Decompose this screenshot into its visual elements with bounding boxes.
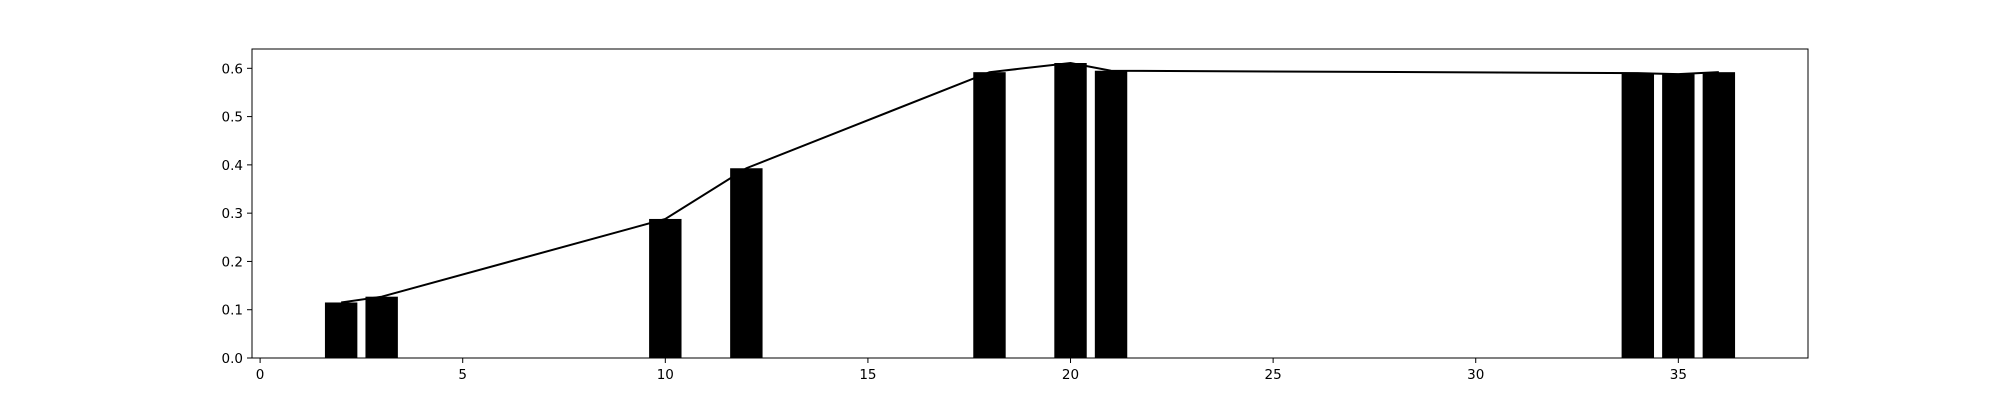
bar xyxy=(1054,63,1087,359)
y-tick-label: 0.2 xyxy=(222,254,243,270)
x-tick-label: 0 xyxy=(256,367,265,383)
y-tick-label: 0.3 xyxy=(222,206,243,222)
y-tick-label: 0.4 xyxy=(222,158,243,174)
bar xyxy=(324,302,358,358)
bar xyxy=(730,168,763,358)
x-tick-label: 30 xyxy=(1467,367,1484,383)
y-tick-label: 0.0 xyxy=(222,351,243,367)
x-tick-label: 10 xyxy=(657,367,674,383)
bar-series xyxy=(324,63,1736,359)
line-series xyxy=(341,61,1719,304)
plot-frame xyxy=(251,48,1809,359)
bar xyxy=(1094,70,1128,358)
x-tick-label: 35 xyxy=(1670,367,1687,383)
trend-line xyxy=(341,61,1719,304)
bar xyxy=(1702,72,1736,359)
y-axis: 0.0 0.1 0.2 0.3 0.4 0.5 0.6 xyxy=(222,61,252,367)
x-tick-label: 5 xyxy=(458,367,467,383)
x-tick-label: 25 xyxy=(1265,367,1282,383)
x-tick-label: 15 xyxy=(859,367,876,383)
x-axis: 0 5 10 15 20 25 30 35 xyxy=(256,358,1687,383)
bar xyxy=(365,296,398,358)
x-tick-label: 20 xyxy=(1062,367,1079,383)
bar xyxy=(973,72,1006,359)
bar xyxy=(1662,74,1695,358)
bar xyxy=(1621,73,1655,358)
y-tick-label: 0.6 xyxy=(222,61,243,77)
y-tick-label: 0.5 xyxy=(222,110,243,126)
y-tick-label: 0.1 xyxy=(222,303,243,319)
bar xyxy=(649,218,682,358)
